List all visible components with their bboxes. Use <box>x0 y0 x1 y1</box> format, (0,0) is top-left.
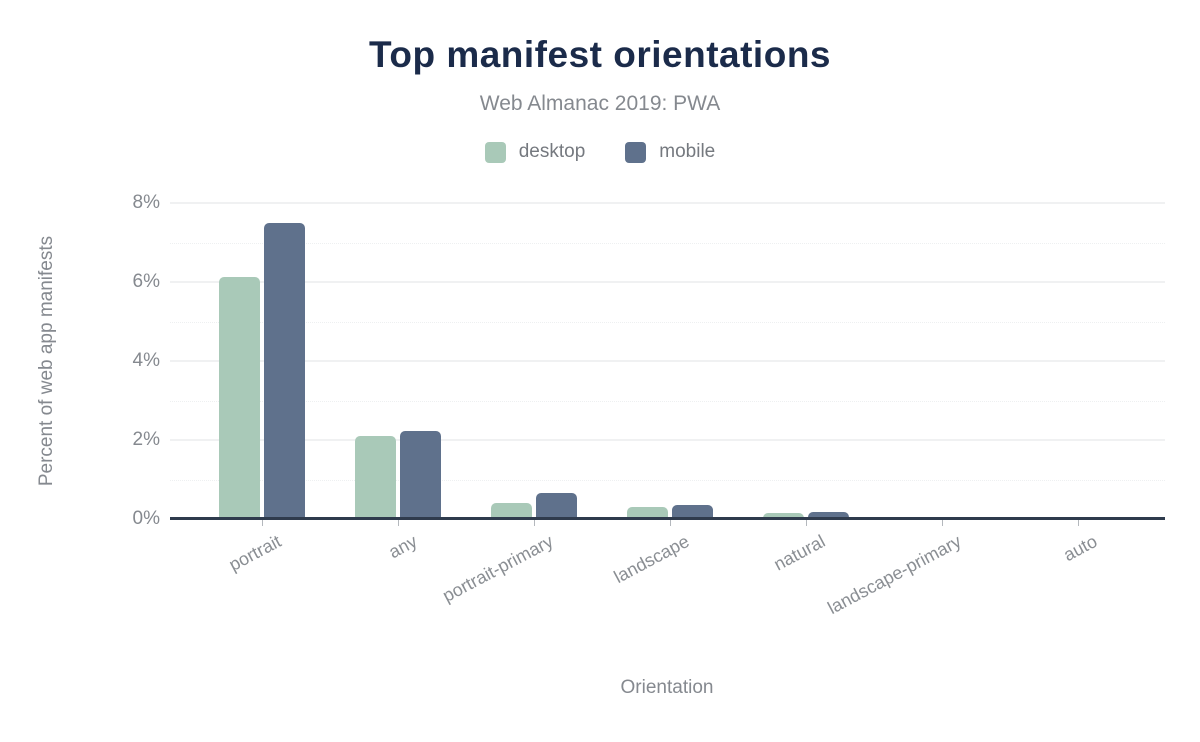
x-category-label: portrait-primary <box>439 531 557 606</box>
bar-desktop-natural[interactable] <box>763 512 804 519</box>
x-tick-mark <box>398 520 399 526</box>
x-axis-line <box>170 517 1165 520</box>
bar-mobile-natural[interactable] <box>808 512 849 519</box>
x-category-label: landscape <box>610 531 693 588</box>
bar-desktop-landscape[interactable] <box>627 506 668 519</box>
bar-mobile-any[interactable] <box>400 431 441 519</box>
major-gridline <box>170 202 1165 204</box>
legend-swatch-mobile <box>625 141 647 163</box>
bar-mobile-landscape[interactable] <box>672 504 713 519</box>
x-category-label: any <box>385 531 421 563</box>
legend-label: mobile <box>659 141 716 162</box>
legend-swatch-desktop <box>484 141 506 163</box>
minor-gridline <box>170 400 1165 402</box>
minor-gridline <box>170 321 1165 323</box>
bar-desktop-portrait-primary[interactable] <box>491 503 532 519</box>
x-category-label: landscape-primary <box>824 531 965 619</box>
major-gridline <box>170 281 1165 283</box>
legend-label: desktop <box>518 141 586 162</box>
y-axis-title: Percent of web app manifests <box>36 235 57 487</box>
y-tick-label: 2% <box>132 429 160 450</box>
x-tick-mark <box>1078 520 1079 526</box>
x-tick-mark <box>806 520 807 526</box>
x-tick-mark <box>670 520 671 526</box>
legend-item-desktop[interactable]: desktop <box>484 141 586 163</box>
bar-desktop-any[interactable] <box>355 436 396 519</box>
y-tick-label: 8% <box>132 192 160 213</box>
minor-gridline <box>170 242 1165 244</box>
x-tick-mark <box>942 520 943 526</box>
x-tick-mark <box>262 520 263 526</box>
chart-subtitle: Web Almanac 2019: PWA <box>479 92 721 115</box>
x-category-label: natural <box>770 531 829 575</box>
bar-desktop-portrait[interactable] <box>219 276 260 519</box>
y-tick-label: 6% <box>132 271 160 292</box>
chart-title: Top manifest orientations <box>368 34 831 75</box>
major-gridline <box>170 439 1165 441</box>
y-tick-label: 0% <box>132 508 160 529</box>
bar-mobile-portrait-primary[interactable] <box>536 492 577 519</box>
x-tick-mark <box>534 520 535 526</box>
y-tick-label: 4% <box>132 350 160 371</box>
minor-gridline <box>170 479 1165 481</box>
bar-mobile-portrait[interactable] <box>264 223 305 519</box>
x-axis-title: Orientation <box>620 677 714 698</box>
legend-item-mobile[interactable]: mobile <box>625 141 715 163</box>
major-gridline <box>170 360 1165 362</box>
legend: desktop mobile <box>0 141 1200 163</box>
x-category-label: portrait <box>225 531 285 575</box>
x-category-label: auto <box>1060 531 1101 566</box>
